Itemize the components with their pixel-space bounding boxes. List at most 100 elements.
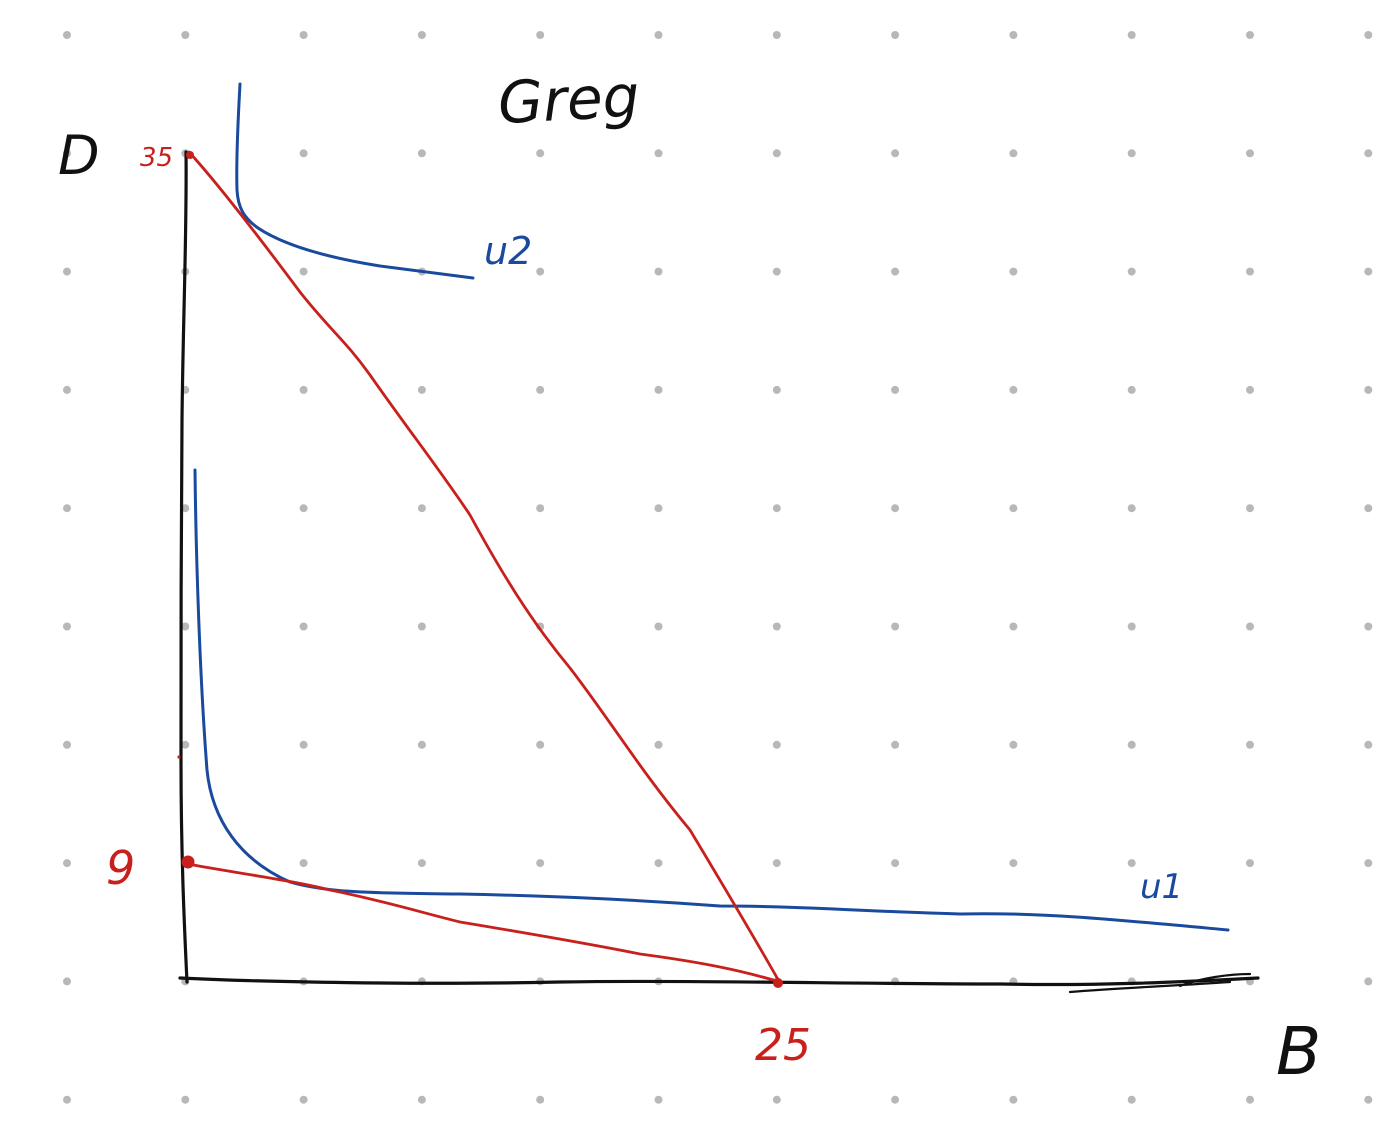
grid-dot xyxy=(1127,267,1136,276)
y-axis xyxy=(179,150,189,984)
grid-dot xyxy=(654,31,663,39)
grid-dot xyxy=(417,740,426,749)
grid-dot xyxy=(299,267,308,276)
grid-dot xyxy=(417,504,426,513)
grid-dot xyxy=(654,149,663,158)
grid-dot xyxy=(299,622,308,631)
chart-title: Greg xyxy=(496,62,641,137)
grid-dot xyxy=(299,859,308,868)
grid-dot xyxy=(1009,622,1018,631)
grid-dot xyxy=(417,622,426,631)
grid-dot xyxy=(772,740,781,749)
label-u2: u2 xyxy=(484,229,532,273)
grid-dot xyxy=(1364,859,1373,868)
grid-dot xyxy=(1127,31,1136,39)
grid-dot xyxy=(1364,31,1373,39)
grid-dot xyxy=(1364,149,1373,158)
grid-dot xyxy=(891,385,900,394)
grid-dot xyxy=(536,1095,545,1104)
grid-dot xyxy=(772,149,781,158)
indifference-curve-u1 xyxy=(193,468,1230,932)
grid-dot xyxy=(1009,1095,1018,1104)
grid-dot xyxy=(536,267,545,276)
grid-dot xyxy=(1127,740,1136,749)
grid-dot xyxy=(1009,31,1018,39)
grid-dot xyxy=(63,385,71,394)
grid-dot xyxy=(1246,149,1254,158)
grid-dot xyxy=(299,149,308,158)
point-25 xyxy=(773,978,783,988)
x-axis xyxy=(178,976,1260,987)
grid-dot xyxy=(63,1095,71,1104)
grid-dot xyxy=(891,149,900,158)
grid-dot xyxy=(891,31,900,39)
grid-dot xyxy=(1364,977,1373,986)
grid-dot xyxy=(1009,149,1018,158)
dot-grid xyxy=(63,31,1373,1104)
grid-dot xyxy=(772,504,781,513)
grid-dot xyxy=(1127,1095,1136,1104)
grid-dot xyxy=(181,31,190,39)
grid-dot xyxy=(63,267,71,276)
grid-dot xyxy=(181,504,190,513)
grid-dot xyxy=(536,740,545,749)
grid-dot xyxy=(772,859,781,868)
grid-dot xyxy=(891,740,900,749)
stray-mark xyxy=(177,755,181,759)
label-25: 25 xyxy=(755,1020,811,1071)
grid-dot xyxy=(654,267,663,276)
grid-dot xyxy=(417,1095,426,1104)
indifference-curve-u2 xyxy=(235,82,475,280)
grid-dot xyxy=(63,622,71,631)
grid-dot xyxy=(1246,385,1254,394)
grid-dot xyxy=(1364,385,1373,394)
point-9 xyxy=(181,855,195,869)
grid-dot xyxy=(654,859,663,868)
grid-dot xyxy=(1246,31,1254,39)
grid-dot xyxy=(417,859,426,868)
point-35 xyxy=(186,151,194,159)
grid-dot xyxy=(891,622,900,631)
budget-line-high xyxy=(187,150,782,985)
grid-dot xyxy=(63,977,71,986)
grid-dot xyxy=(299,1095,308,1104)
grid-dot xyxy=(1127,504,1136,513)
grid-dot xyxy=(772,31,781,39)
grid-dot xyxy=(1009,267,1018,276)
grid-dot xyxy=(1364,622,1373,631)
grid-dot xyxy=(181,740,190,749)
grid-dot xyxy=(1009,385,1018,394)
grid-dot xyxy=(181,1095,190,1104)
grid-dot xyxy=(1364,740,1373,749)
grid-dot xyxy=(1246,504,1254,513)
grid-dot xyxy=(1364,1095,1373,1104)
grid-dot xyxy=(1127,859,1136,868)
label-35: 35 xyxy=(140,143,173,173)
grid-dot xyxy=(536,385,545,394)
grid-dot xyxy=(417,385,426,394)
grid-dot xyxy=(1246,267,1254,276)
grid-dot xyxy=(891,859,900,868)
grid-dot xyxy=(654,622,663,631)
grid-dot xyxy=(536,504,545,513)
grid-dot xyxy=(1246,859,1254,868)
grid-dot xyxy=(772,385,781,394)
grid-dot xyxy=(1127,149,1136,158)
grid-dot xyxy=(417,31,426,39)
grid-dot xyxy=(654,504,663,513)
grid-dot xyxy=(299,740,308,749)
grid-dot xyxy=(181,622,190,631)
budget-line-low xyxy=(186,862,782,984)
grid-dot xyxy=(1127,385,1136,394)
grid-dot xyxy=(1364,504,1373,513)
grid-dot xyxy=(891,267,900,276)
grid-dot xyxy=(654,1095,663,1104)
x-axis-arrow-stroke xyxy=(1068,972,1252,994)
grid-dot xyxy=(536,31,545,39)
grid-dot xyxy=(536,859,545,868)
grid-dot xyxy=(1009,740,1018,749)
grid-dot xyxy=(299,385,308,394)
grid-dot xyxy=(63,149,71,158)
grid-dot xyxy=(772,267,781,276)
